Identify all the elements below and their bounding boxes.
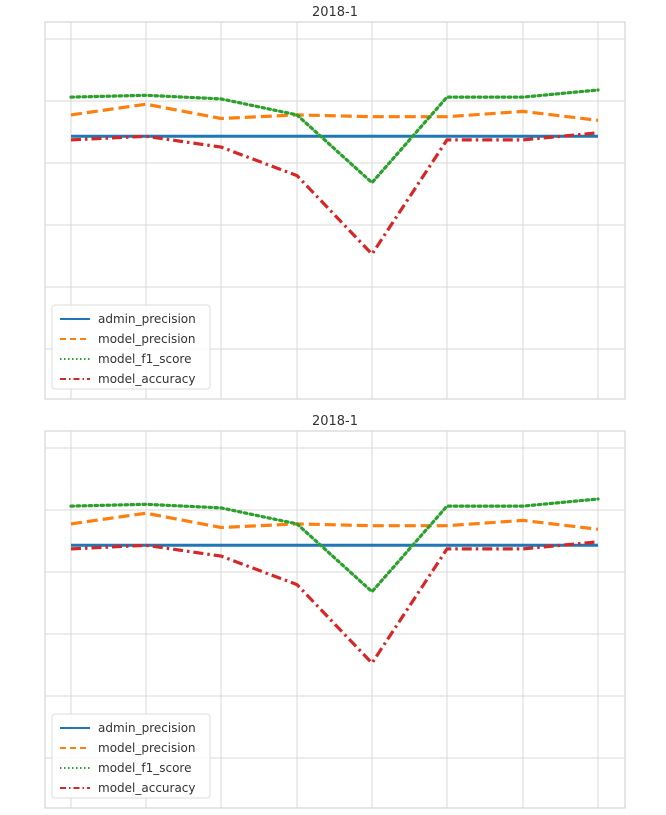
legend-label: model_accuracy xyxy=(98,372,196,386)
legend: admin_precision model_precision model_f1_s… xyxy=(51,713,211,799)
series-line-model-f1-score xyxy=(69,497,600,594)
legend-label: model_accuracy xyxy=(98,781,196,795)
series-line-model-accuracy xyxy=(70,540,599,666)
chart-panel-1: 2018-1 admin_precision model_precisionmode… xyxy=(44,5,626,400)
chart-panel-2: 2018-1 admin_precision model_precisionmode… xyxy=(44,414,626,809)
legend-box xyxy=(51,304,211,390)
legend-label: model_f1_score xyxy=(98,352,191,366)
legend-label: admin_precision xyxy=(98,312,196,326)
chart-title: 2018-1 xyxy=(312,414,358,429)
series-line-model-f1-score xyxy=(69,88,600,185)
series-line-model-precision xyxy=(70,102,599,122)
legend: admin_precision model_precision model_f1_s… xyxy=(51,304,211,390)
series-line-model-precision xyxy=(70,511,599,531)
chart-title: 2018-1 xyxy=(312,5,358,20)
legend-box xyxy=(51,713,211,799)
legend-label: model_precision xyxy=(98,332,196,346)
legend-label: admin_precision xyxy=(98,721,196,735)
legend-label: model_f1_score xyxy=(98,761,191,775)
series-line-model-accuracy xyxy=(70,131,599,257)
legend-label: model_precision xyxy=(98,741,196,755)
